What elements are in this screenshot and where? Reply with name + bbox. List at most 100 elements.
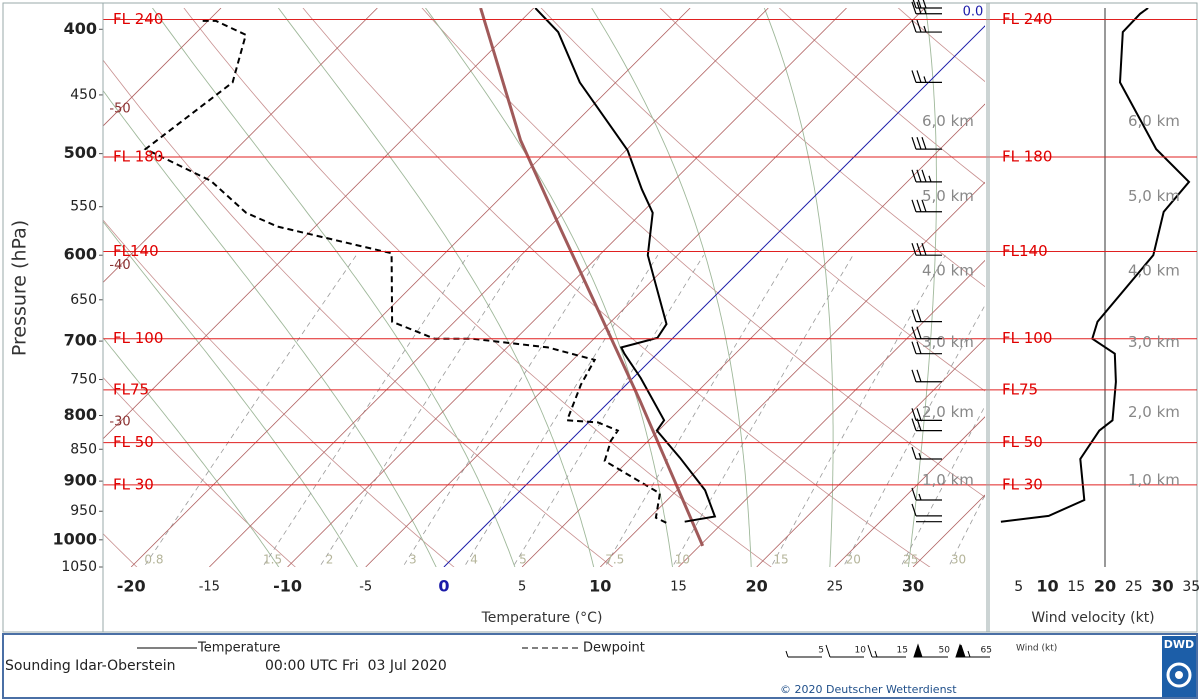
height-label: 2,0 km xyxy=(1128,403,1180,421)
y-axis-title: Pressure (hPa) xyxy=(9,220,31,356)
wind-barb xyxy=(911,199,942,213)
x-tick-label: 5 xyxy=(518,580,526,595)
wind-barb xyxy=(911,169,942,183)
flight-level-label: FL 240 xyxy=(1002,10,1052,28)
mixing-ratio-label: 30 xyxy=(951,553,966,567)
legend-barb xyxy=(785,650,822,658)
legend-barb-label: 5 xyxy=(818,646,824,656)
wind-barb xyxy=(911,408,942,421)
time: 00:00 UTC Fri 03 Jul 2020 xyxy=(265,658,447,674)
wind-barb xyxy=(911,369,942,383)
mixing-ratio-label: 15 xyxy=(773,553,788,567)
dry-adiabat xyxy=(103,59,614,567)
mixing-ratio-label: 7.5 xyxy=(605,553,624,567)
legend-barb xyxy=(913,643,948,658)
height-label: 3,0 km xyxy=(922,333,974,351)
mixing-ratio-label: 5 xyxy=(519,553,527,567)
x-tick-label: -10 xyxy=(273,577,302,596)
flight-level-label: FL 100 xyxy=(113,329,163,347)
y-tick-label: 900 xyxy=(64,471,97,490)
mixing-ratio-line xyxy=(900,405,985,567)
mixing-ratio-label: 3 xyxy=(409,553,417,567)
wind-tick-label: 30 xyxy=(1151,577,1173,596)
mixing-ratio-label: 0.8 xyxy=(144,553,163,567)
wind-barb xyxy=(912,0,942,9)
isotherm xyxy=(103,8,535,440)
mixing-ratio-label: 1.5 xyxy=(263,553,282,567)
x-tick-label: 10 xyxy=(589,577,611,596)
mixing-ratio-line xyxy=(671,254,854,567)
y-tick-label: 800 xyxy=(64,405,97,424)
wind-barb xyxy=(911,503,942,517)
isotherm xyxy=(756,338,985,567)
legend-label: Temperature xyxy=(197,641,280,656)
y-tick-label: 950 xyxy=(70,503,97,519)
dry-adiabat xyxy=(302,8,931,567)
y-tick-label: 600 xyxy=(64,245,97,264)
mixing-ratio-label: 4 xyxy=(470,553,478,567)
wind-tick-label: 15 xyxy=(1067,579,1085,595)
y-tick-label: 1050 xyxy=(61,559,97,575)
moist-adiabat xyxy=(103,89,437,567)
height-label: 5,0 km xyxy=(1128,187,1180,205)
wind-barb xyxy=(911,446,942,460)
isotherm xyxy=(103,8,378,283)
wind-profile xyxy=(1000,8,1191,523)
isotherm xyxy=(678,259,985,567)
wind-tick-label: 5 xyxy=(1014,579,1023,595)
height-label: 5,0 km xyxy=(922,187,974,205)
station: Sounding Idar-Oberstein xyxy=(5,658,176,674)
flight-level-label: FL 50 xyxy=(1002,433,1043,451)
y-tick-label: 400 xyxy=(64,19,97,38)
legend-barb-label: 15 xyxy=(897,646,908,656)
moist-adiabat xyxy=(591,8,752,567)
y-tick-label: 700 xyxy=(64,331,97,350)
y-tick-label: 500 xyxy=(64,143,97,162)
dry-adiabat xyxy=(659,8,985,288)
mixing-ratio-line xyxy=(402,254,601,567)
mixing-ratio-line xyxy=(262,254,469,567)
x-tick-label: 30 xyxy=(902,577,924,596)
flight-level-label: FL140 xyxy=(113,242,159,260)
wind-barb xyxy=(911,243,942,256)
isotherm-label: -50 xyxy=(109,102,130,117)
dry-adiabat xyxy=(778,8,985,185)
wind-barb xyxy=(911,487,942,501)
parcel-curve xyxy=(479,8,705,547)
wind-barb xyxy=(911,19,942,33)
height-label: 1,0 km xyxy=(922,471,974,489)
wind-tick-label: 25 xyxy=(1125,579,1143,595)
x-axis-title: Temperature (°C) xyxy=(481,610,603,626)
wind-tick-label: 20 xyxy=(1094,577,1116,596)
wind-tick-label: 35 xyxy=(1182,579,1200,595)
wind-barb xyxy=(911,1,942,15)
y-tick-label: 1000 xyxy=(52,529,97,548)
moist-adiabat xyxy=(907,8,937,567)
x-tick-label: -5 xyxy=(359,580,372,595)
isotherm xyxy=(130,8,691,567)
mixing-ratio-line xyxy=(604,254,791,567)
series-line xyxy=(534,8,717,523)
footer-frame xyxy=(2,633,1198,699)
legend-barb-label: 50 xyxy=(939,646,951,656)
x-tick-label: 0 xyxy=(438,577,449,596)
legend-barb-label: 65 xyxy=(981,646,992,656)
legend-label: Dewpoint xyxy=(583,641,645,656)
moist-adiabat xyxy=(103,220,358,567)
chart-frame xyxy=(2,2,1198,633)
x-tick-label: -15 xyxy=(199,580,220,595)
flight-level-label: FL75 xyxy=(1002,380,1038,398)
wind-barb xyxy=(911,326,942,340)
mixing-ratio-label: 2 xyxy=(326,553,334,567)
flight-level-label: FL 50 xyxy=(113,433,154,451)
x-tick-label: 15 xyxy=(670,580,687,595)
wind-legend-title: Wind (kt) xyxy=(1016,644,1057,654)
height-label: 4,0 km xyxy=(922,261,974,279)
flight-level-label: FL75 xyxy=(113,380,149,398)
wind-tick-label: 10 xyxy=(1036,577,1058,596)
y-tick-label: 850 xyxy=(70,441,97,457)
dry-adiabat xyxy=(103,219,455,567)
wind-barb xyxy=(911,341,942,355)
